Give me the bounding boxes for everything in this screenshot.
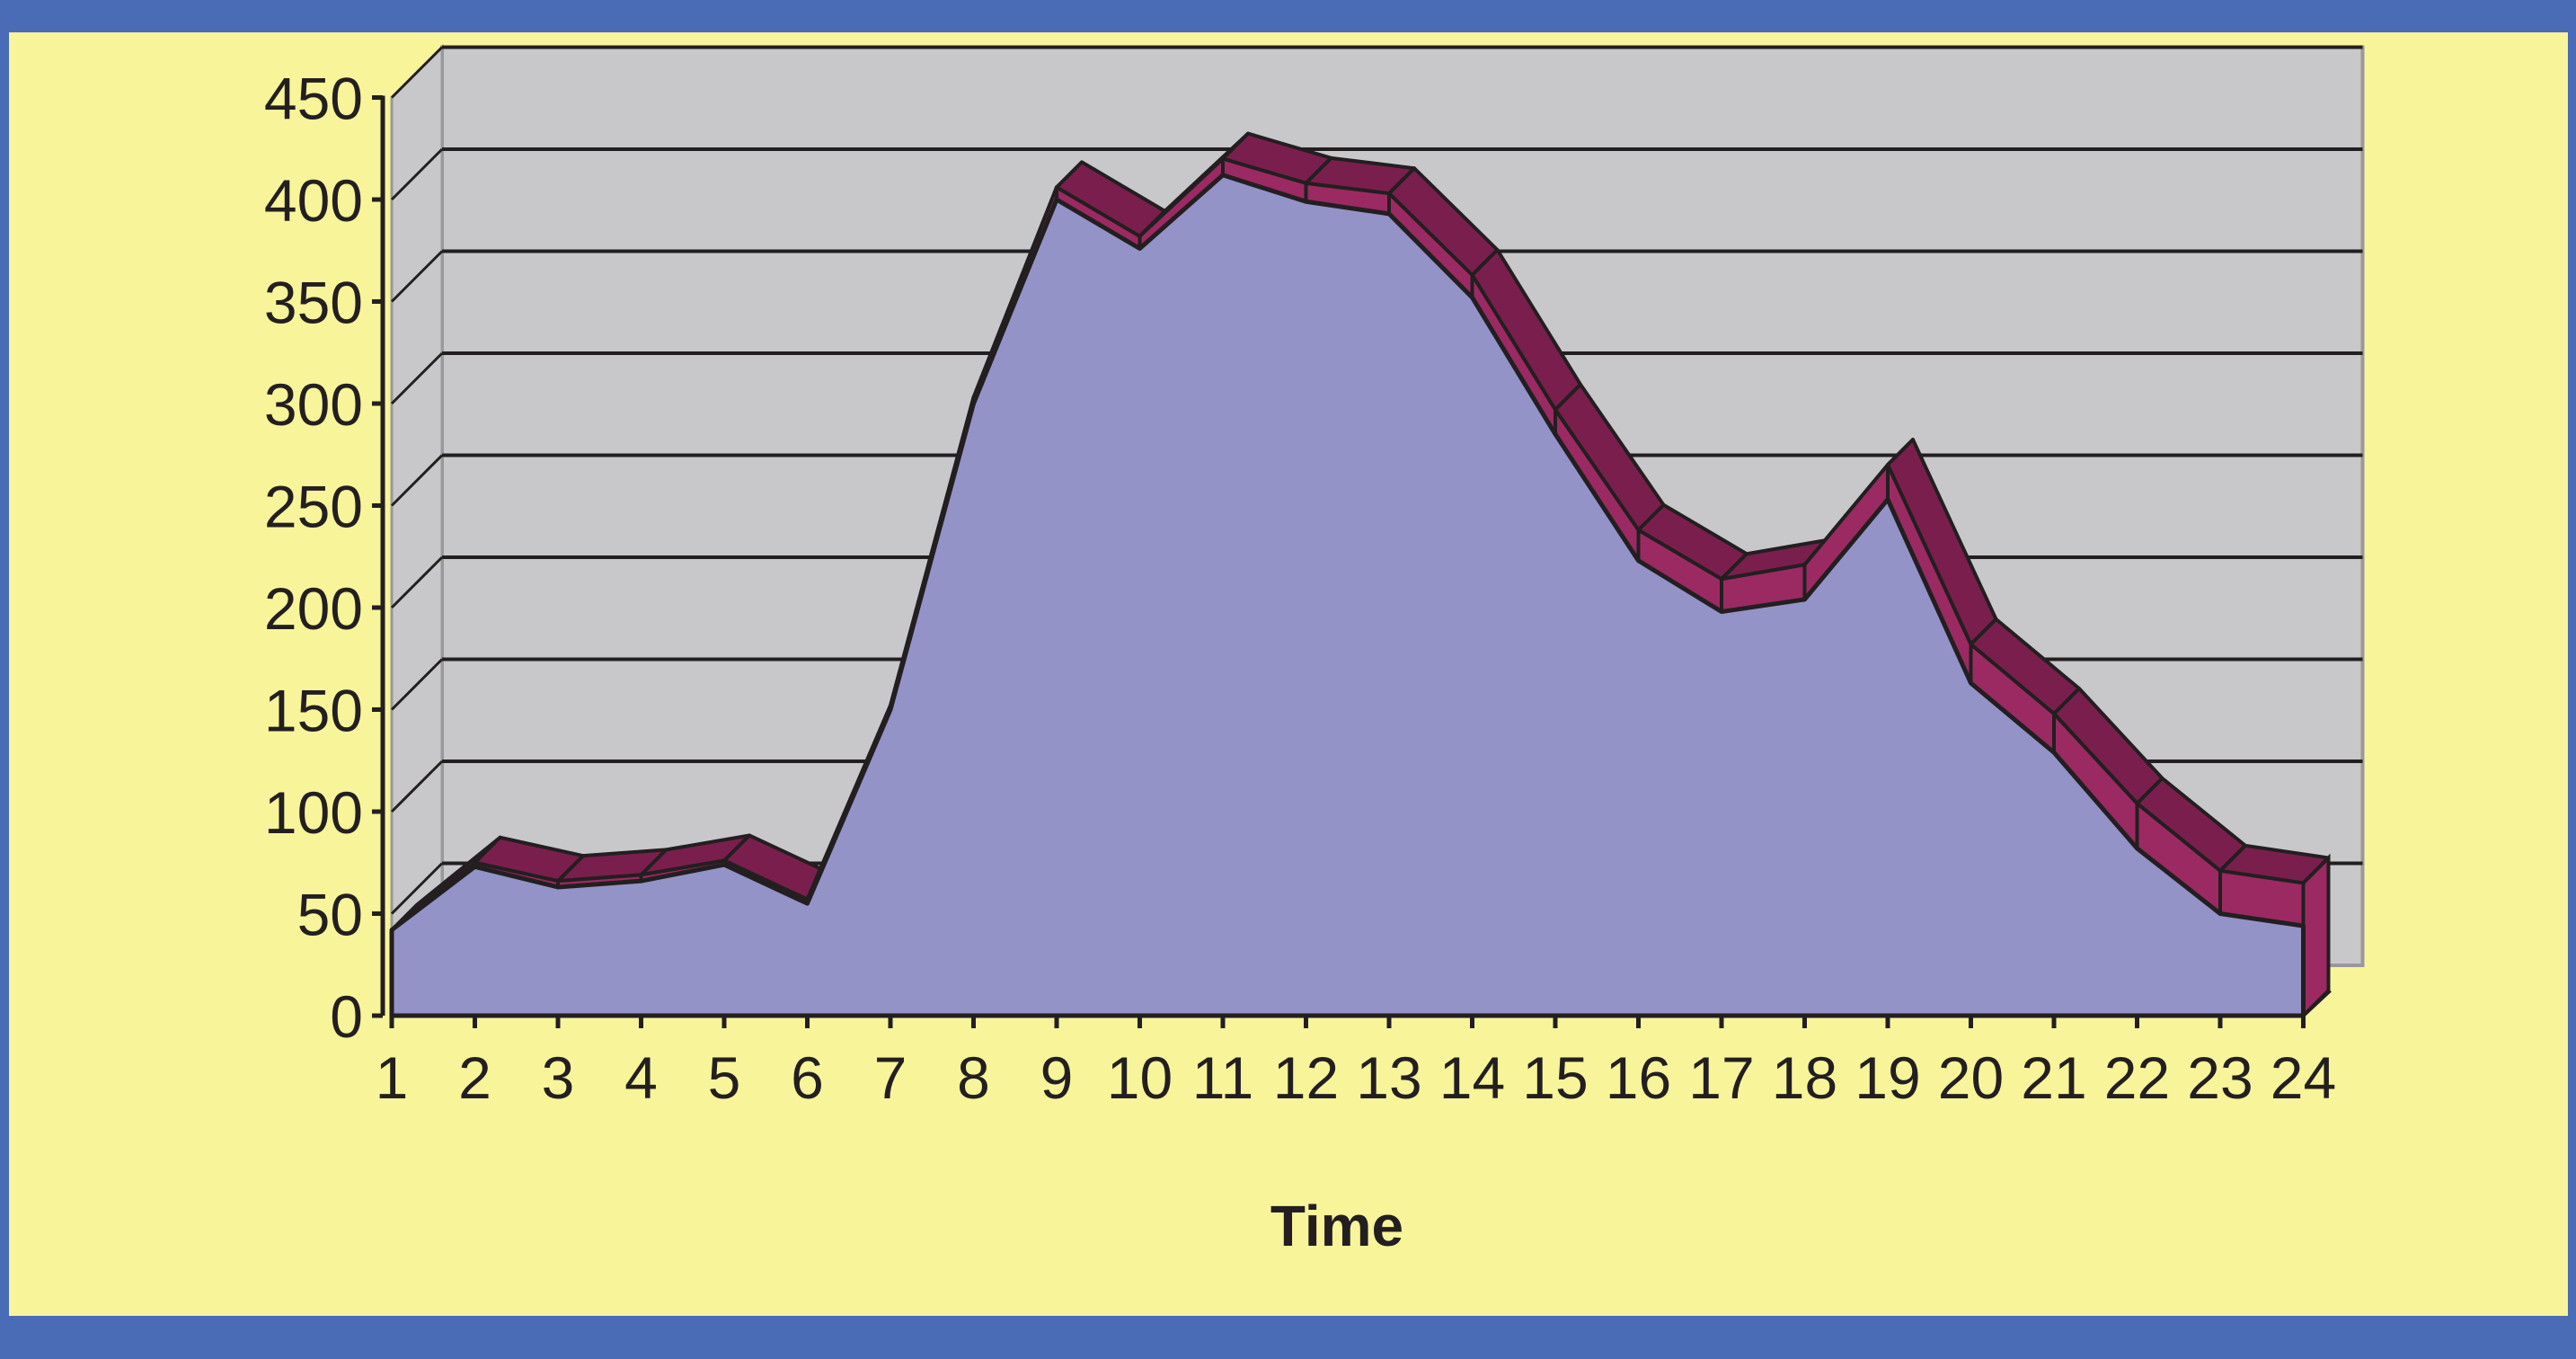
x-tick-label: 19	[1855, 1044, 1920, 1111]
series-1-point	[1886, 497, 1890, 502]
y-axis-tick-labels: 0 50 100 150 200 250 300 350 400 450	[264, 66, 363, 1051]
series-2-point	[1886, 463, 1890, 467]
y-tick-label: 350	[264, 270, 363, 336]
x-tick-label: 3	[542, 1044, 575, 1111]
series-1-point	[1554, 432, 1557, 437]
x-tick-label: 14	[1439, 1044, 1505, 1111]
gridline-side	[390, 454, 444, 507]
x-tick-label: 17	[1688, 1044, 1754, 1111]
y-tick-label: 200	[264, 575, 363, 642]
series-1-point	[1470, 295, 1474, 299]
series-2-point	[1055, 185, 1058, 190]
gridline-side	[390, 658, 444, 711]
y-tick-label: 400	[264, 167, 363, 234]
series-2-point	[1221, 156, 1225, 161]
y-tick-label: 0	[330, 983, 363, 1050]
series-2-point	[556, 879, 560, 884]
x-tick-label: 22	[2104, 1044, 2170, 1111]
series-2-point	[1720, 577, 1723, 582]
series-1-point	[1055, 198, 1058, 201]
gridline-side	[390, 351, 444, 405]
x-axis-depth-edge	[2302, 989, 2332, 1017]
x-tick-label: 1	[376, 1044, 409, 1111]
x-tick-label: 16	[1606, 1044, 1671, 1111]
series-2-point	[2218, 868, 2222, 873]
axes	[372, 95, 2332, 1028]
series-1-point	[805, 902, 810, 906]
series-2-point	[971, 395, 976, 400]
y-tick-label: 250	[264, 474, 363, 540]
gridline-side	[390, 555, 444, 609]
y-tick-label: 100	[264, 779, 363, 846]
series-1-point	[2135, 846, 2139, 850]
series-2-point	[1387, 191, 1391, 196]
series-1-point	[971, 402, 976, 405]
series-1-point	[1802, 597, 1807, 601]
series-1-point	[1138, 246, 1142, 251]
series-2-point	[805, 897, 810, 902]
x-tick-label: 15	[1522, 1044, 1588, 1111]
series-2-point	[473, 860, 477, 865]
x-tick-label: 11	[1192, 1044, 1254, 1111]
x-tick-label: 13	[1356, 1044, 1421, 1111]
series-2-point	[1969, 642, 1973, 646]
x-tick-label: 20	[1938, 1044, 2004, 1111]
x-tick-label: 10	[1107, 1044, 1173, 1111]
gridline-side	[390, 862, 444, 915]
series-2-point	[1138, 234, 1142, 238]
series-1-point	[556, 884, 560, 889]
series-2-point	[2301, 881, 2306, 885]
series-2-point	[2052, 712, 2056, 716]
y-tick-label: 300	[264, 371, 363, 438]
y-tick-label: 450	[264, 66, 363, 132]
y-tick-label: 50	[297, 882, 363, 948]
gridline-side	[390, 46, 444, 99]
series-1-point	[2301, 924, 2306, 928]
series-2-point	[639, 873, 643, 877]
series-2-point	[722, 858, 726, 863]
x-tick-label: 8	[957, 1044, 990, 1111]
series-1-point	[1304, 200, 1308, 204]
series-areas	[389, 131, 2331, 1020]
y-tick-label: 150	[264, 678, 363, 744]
x-tick-label: 18	[1772, 1044, 1837, 1111]
series-1-point	[1636, 558, 1641, 563]
x-tick-label: 23	[2187, 1044, 2253, 1111]
series-2-point	[1802, 563, 1807, 567]
x-tick-label: 7	[874, 1044, 907, 1111]
series-2-point	[1304, 181, 1308, 185]
series-1-point	[639, 879, 643, 884]
x-tick-label: 5	[708, 1044, 741, 1111]
series-2-point	[1636, 528, 1641, 532]
series-1-point	[1221, 173, 1225, 177]
series-1-point	[2218, 911, 2222, 916]
series-2-point	[390, 928, 394, 932]
x-tick-label: 2	[458, 1044, 491, 1111]
x-tick-label: 12	[1273, 1044, 1339, 1111]
x-tick-label: 4	[624, 1044, 658, 1111]
series-2-point	[1470, 272, 1474, 277]
gridline-side	[390, 759, 444, 813]
series-1-point	[1969, 680, 1973, 685]
series-1-point	[722, 863, 726, 867]
series-2-point	[1554, 407, 1557, 412]
series-2-point	[889, 703, 892, 707]
gridline-side	[390, 250, 444, 303]
x-axis-tick-labels: 1 2 3 4 5 6 7 8 9 10 11 12 13 14 15 16 17 18 19 20 21 22 23 24	[376, 1044, 2337, 1111]
series-2-end-cap	[2301, 853, 2331, 1020]
series-1-point	[473, 865, 477, 869]
series-1-point	[889, 707, 892, 712]
series-2-point	[2135, 801, 2139, 805]
gridline-side	[390, 147, 444, 201]
x-tick-label: 21	[2021, 1044, 2086, 1111]
series-1-point	[1720, 609, 1723, 614]
x-tick-label: 24	[2271, 1044, 2336, 1111]
series-1-point	[2052, 751, 2056, 755]
x-tick-label: 9	[1040, 1044, 1074, 1111]
x-axis-title: Time	[1270, 1194, 1403, 1258]
series-1-point	[1387, 211, 1391, 216]
x-tick-label: 6	[791, 1044, 824, 1111]
